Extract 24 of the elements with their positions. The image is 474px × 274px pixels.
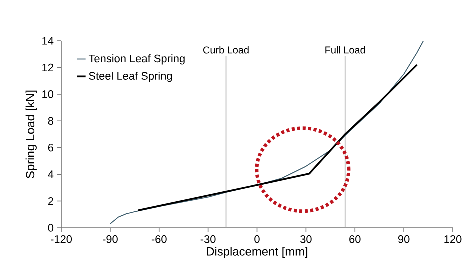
y-axis-title: Spring Load [kN] [26, 90, 37, 178]
line-series [137, 64, 418, 212]
x-tick-label: 0 [254, 236, 260, 244]
y-tick-label: 6 [48, 144, 54, 152]
y-tick-label: 0 [48, 224, 54, 232]
y-tick-label: 2 [48, 197, 54, 206]
x-axis-title: Displacement [mm] [207, 247, 308, 258]
x-tick-label: 60 [350, 236, 361, 244]
legend-label: Tension Leaf Spring [88, 54, 185, 65]
x-tick-label: 90 [398, 236, 410, 244]
x-tick-label: 120 [444, 236, 462, 244]
x-tick-label: -90 [103, 236, 118, 244]
y-tick-label: 14 [42, 37, 54, 45]
y-tick-label: 10 [42, 90, 54, 98]
ref-line-label: Curb Load [203, 46, 249, 54]
y-tick-label: 4 [48, 170, 54, 178]
ref-line-label: Full Load [326, 46, 366, 54]
y-tick-label: 8 [48, 117, 54, 126]
x-tick-label: -120 [51, 236, 72, 244]
x-tick-label: -60 [152, 236, 167, 244]
legend-label: Steel Leaf Spring [89, 72, 172, 82]
x-tick-label: 30 [300, 236, 312, 244]
y-tick-label: 12 [42, 64, 54, 72]
x-tick-label: -30 [200, 236, 216, 244]
